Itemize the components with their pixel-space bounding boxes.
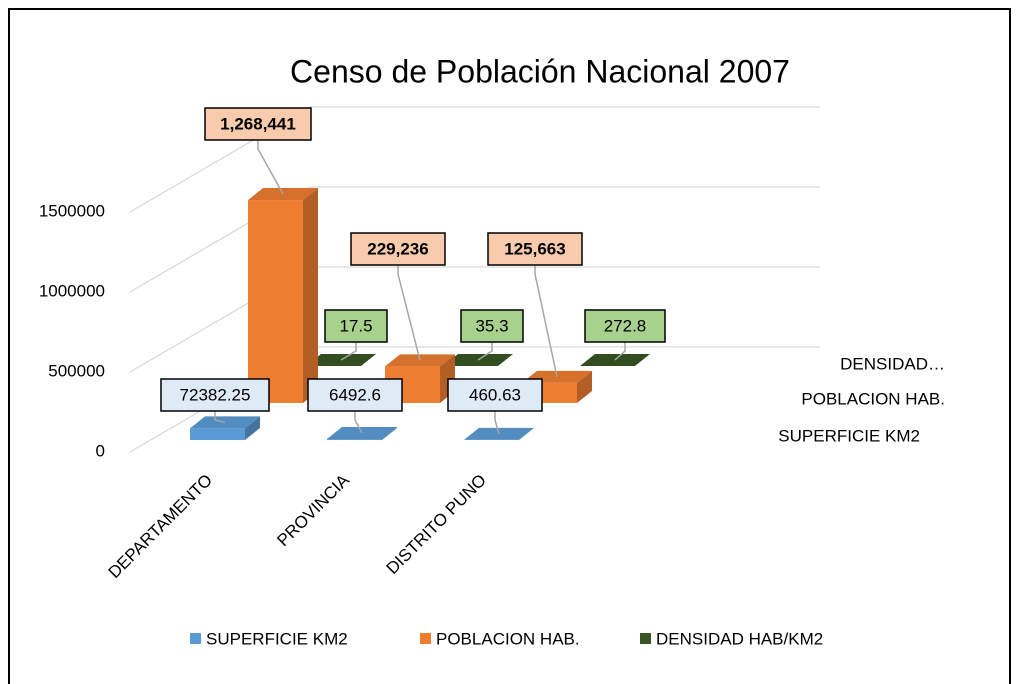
data-label-box: [447, 378, 543, 412]
depth-label: POBLACION HAB.: [801, 389, 945, 408]
y-tick-label: 0: [96, 441, 105, 460]
data-label: 272.8: [604, 316, 647, 335]
data-label: 35.3: [475, 316, 508, 335]
data-label: 229,236: [367, 239, 428, 258]
data-label-box: [324, 309, 388, 343]
bar: [327, 438, 382, 440]
bar: [248, 200, 303, 403]
legend-label: POBLACION HAB.: [436, 629, 580, 648]
bar-side: [245, 416, 260, 440]
bar-side: [635, 353, 650, 366]
data-label-box: [460, 309, 524, 343]
leader-line: [340, 341, 357, 361]
data-label-box: [307, 378, 403, 412]
leader-line: [494, 410, 500, 435]
leader-line: [257, 139, 284, 195]
bar: [190, 428, 245, 440]
leader-line: [354, 410, 363, 434]
bar-side: [577, 370, 592, 403]
legend-swatch: [420, 633, 431, 644]
bar-side: [382, 426, 397, 440]
depth-label: DENSIDAD…: [840, 354, 945, 373]
leader-line: [614, 341, 626, 361]
bar-side: [519, 427, 534, 440]
y-tick-label: 1500000: [39, 201, 105, 220]
legend-swatch: [640, 633, 651, 644]
leader-line: [397, 264, 421, 361]
data-label: 6492.6: [329, 385, 381, 404]
depth-label: SUPERFICIE KM2: [778, 426, 920, 445]
data-label-box: [204, 107, 312, 141]
data-label-box: [584, 309, 666, 343]
data-label-box: [350, 232, 446, 266]
y-tick-label: 500000: [48, 361, 105, 380]
data-label: 17.5: [339, 316, 372, 335]
bar-side: [361, 353, 376, 366]
leader-line: [477, 341, 493, 361]
data-label: 72382.25: [180, 385, 251, 404]
data-label-box: [487, 232, 583, 266]
legend-label: SUPERFICIE KM2: [206, 629, 348, 648]
chart-title: Censo de Población Nacional 2007: [290, 53, 790, 89]
data-label: 125,663: [504, 239, 565, 258]
data-label: 460.63: [469, 385, 521, 404]
legend-label: DENSIDAD HAB/KM2: [656, 629, 823, 648]
data-label: 1,268,441: [220, 114, 296, 133]
leader-line: [534, 264, 558, 378]
data-label-box: [160, 378, 270, 412]
leader-line: [214, 410, 226, 424]
y-tick-label: 1000000: [39, 281, 105, 300]
legend-swatch: [190, 633, 201, 644]
bar-side: [498, 353, 513, 366]
bar-side: [303, 188, 318, 403]
